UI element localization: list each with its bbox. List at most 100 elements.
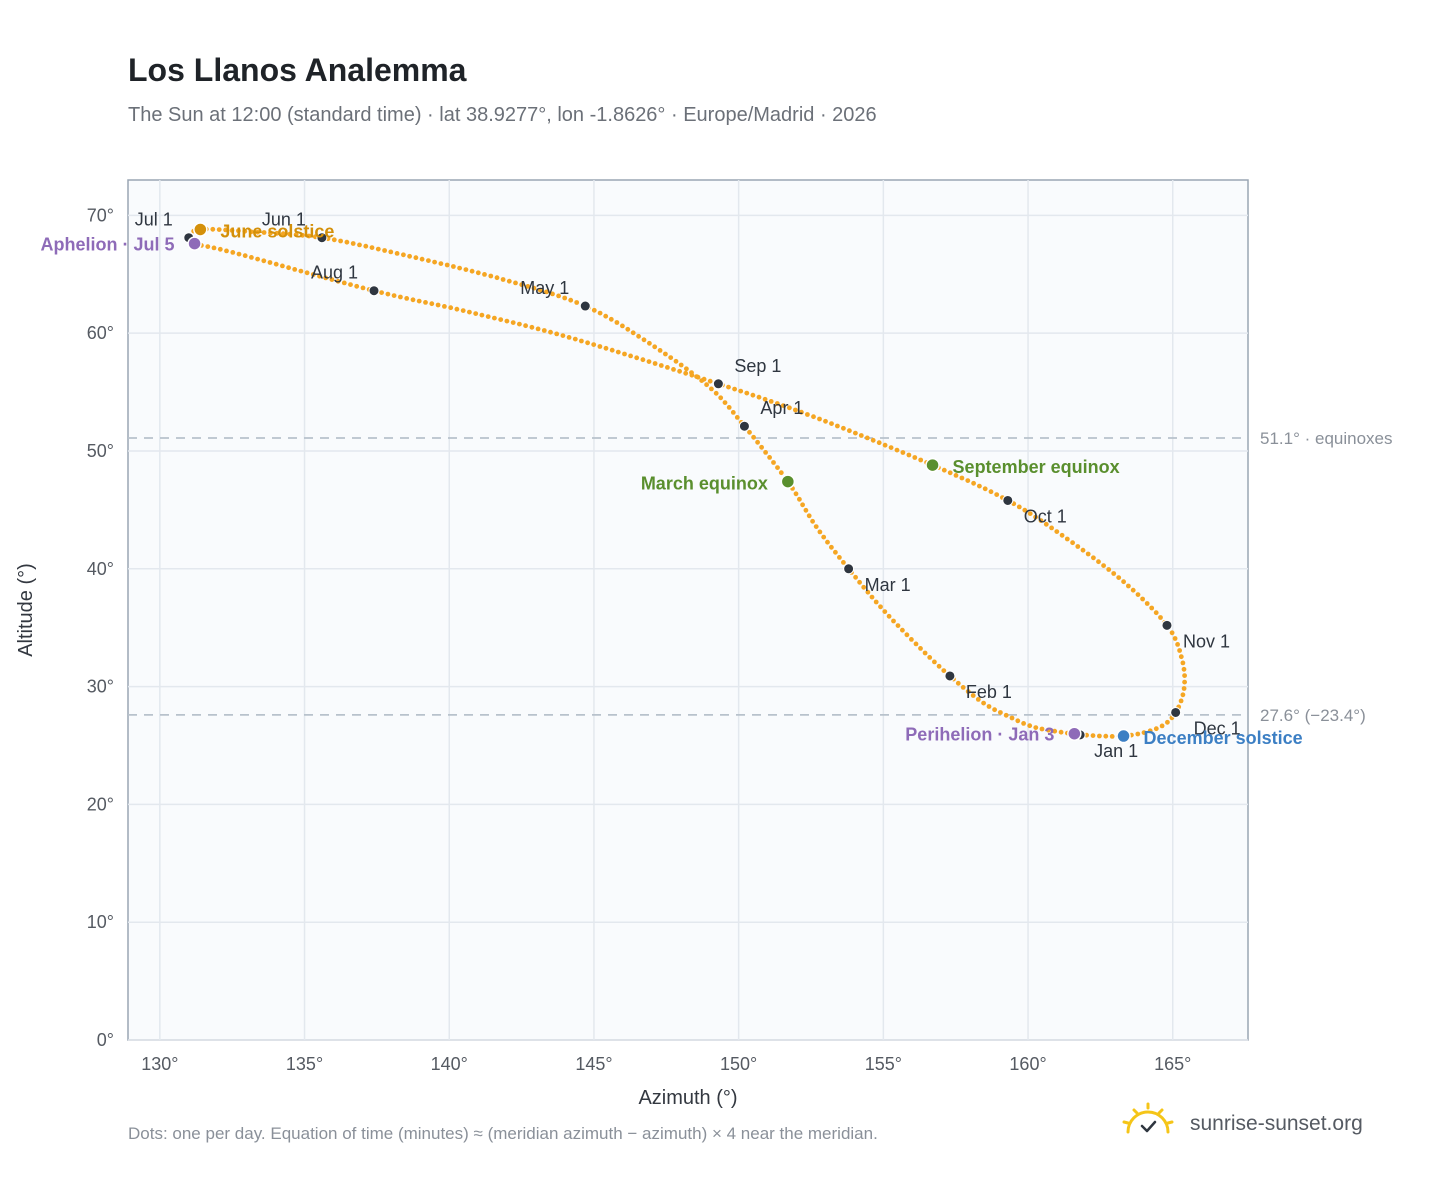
daily-sun-dot — [734, 415, 740, 420]
daily-sun-dot — [519, 282, 525, 288]
daily-sun-dot — [817, 416, 822, 422]
x-tick-label: 145° — [575, 1054, 612, 1074]
daily-sun-dot — [419, 256, 425, 262]
daily-sun-dot — [432, 259, 437, 265]
daily-sun-dot — [560, 333, 566, 338]
daily-sun-dot — [236, 251, 242, 257]
y-axis-title: Altitude (°) — [15, 563, 37, 657]
daily-sun-dot — [550, 291, 555, 297]
daily-sun-dot — [793, 491, 799, 497]
daily-sun-dot — [1178, 654, 1184, 660]
daily-sun-dot — [628, 353, 633, 359]
daily-sun-dot — [597, 344, 603, 349]
daily-sun-dot — [597, 310, 603, 316]
daily-sun-dot — [759, 444, 764, 450]
daily-sun-dot — [1009, 715, 1015, 721]
daily-sun-dot — [566, 335, 572, 340]
daily-sun-dot — [988, 489, 994, 495]
daily-sun-dot — [780, 403, 786, 408]
daily-sun-dot — [216, 227, 222, 233]
daily-sun-dot — [1049, 525, 1054, 531]
month-label: Jan 1 — [1094, 741, 1138, 761]
month-marker — [712, 378, 724, 390]
daily-sun-dot — [273, 261, 279, 267]
daily-sun-dot — [793, 407, 798, 413]
daily-sun-dot — [787, 405, 792, 411]
daily-sun-dot — [274, 230, 280, 236]
daily-sun-dot — [1158, 615, 1163, 620]
month-marker — [738, 420, 750, 432]
daily-sun-dot — [813, 524, 819, 529]
daily-sun-dot — [350, 241, 356, 246]
daily-sun-dot — [369, 245, 375, 251]
y-tick-label: 60° — [87, 323, 114, 343]
daily-sun-dot — [695, 374, 701, 380]
daily-sun-dot — [1054, 529, 1060, 534]
daily-sun-dot — [658, 363, 664, 368]
month-label: Jun 1 — [262, 210, 306, 230]
daily-sun-dot — [1033, 725, 1039, 730]
daily-sun-dot — [255, 256, 260, 262]
daily-sun-dot — [912, 455, 918, 460]
daily-sun-dot — [774, 401, 780, 406]
event-marker — [1067, 726, 1082, 741]
daily-sun-dot — [817, 529, 823, 535]
daily-sun-dot — [955, 680, 961, 686]
daily-sun-dot — [909, 637, 914, 642]
brand-logo[interactable]: sunrise-sunset.org — [1120, 1102, 1420, 1146]
daily-sun-dot — [398, 294, 403, 300]
daily-sun-dot — [888, 445, 894, 450]
daily-sun-dot — [537, 287, 543, 293]
daily-sun-dot — [391, 293, 397, 298]
y-tick-label: 30° — [87, 677, 114, 697]
reference-line-label: 51.1° · equinoxes — [1260, 429, 1393, 448]
daily-sun-dot — [525, 284, 531, 289]
daily-sun-dot — [1181, 666, 1187, 672]
daily-sun-dot — [738, 388, 744, 394]
daily-sun-dot — [304, 270, 310, 276]
daily-sun-dot — [891, 618, 896, 624]
daily-sun-dot — [404, 296, 410, 301]
daily-sun-dot — [267, 260, 273, 265]
daily-sun-dot — [1021, 721, 1026, 726]
y-tick-label: 50° — [87, 441, 114, 461]
x-tick-label: 140° — [431, 1054, 468, 1074]
daily-sun-dot — [473, 311, 479, 316]
daily-sun-dot — [882, 609, 888, 614]
daily-sun-dot — [825, 539, 830, 545]
daily-sun-dot — [1022, 507, 1028, 513]
daily-sun-dot — [482, 272, 487, 277]
daily-sun-dot — [517, 321, 522, 327]
daily-sun-dot — [977, 483, 982, 489]
daily-sun-dot — [423, 300, 428, 305]
daily-sun-dot — [755, 439, 760, 445]
daily-sun-dot — [823, 418, 828, 424]
month-marker — [1002, 494, 1014, 506]
daily-sun-dot — [806, 513, 812, 519]
daily-sun-dot — [529, 324, 535, 330]
daily-sun-dot — [306, 233, 312, 239]
event-marker — [187, 236, 202, 251]
daily-sun-dot — [416, 298, 422, 304]
daily-sun-dot — [1085, 551, 1091, 557]
daily-sun-dot — [704, 382, 709, 388]
daily-sun-dot — [1121, 579, 1126, 585]
daily-sun-dot — [205, 244, 211, 250]
month-marker — [368, 285, 380, 297]
daily-sun-dot — [286, 265, 291, 271]
daily-sun-dot — [615, 349, 621, 355]
x-tick-label: 165° — [1154, 1054, 1191, 1074]
daily-sun-dot — [1180, 660, 1186, 666]
daily-sun-dot — [1135, 592, 1141, 597]
x-tick-label: 135° — [286, 1054, 323, 1074]
daily-sun-dot — [323, 275, 329, 281]
daily-sun-dot — [668, 355, 674, 360]
daily-sun-dot — [663, 351, 668, 357]
daily-sun-dot — [756, 394, 762, 400]
daily-sun-dot — [574, 300, 580, 305]
daily-sun-dot — [726, 405, 732, 410]
daily-sun-dot — [608, 316, 614, 322]
event-label: March equinox — [641, 474, 768, 494]
daily-sun-dot — [248, 229, 254, 235]
